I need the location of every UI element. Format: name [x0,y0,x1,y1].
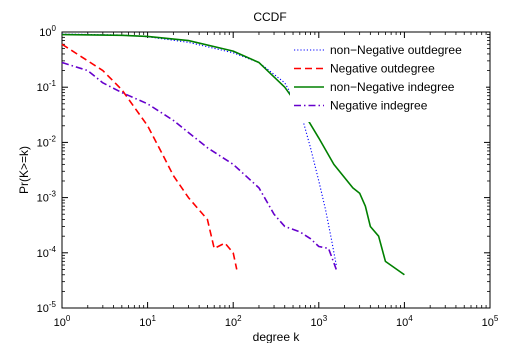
x-axis-tick-labels: 100 101 102 103 104 105 [54,314,499,329]
x-tick-label: 105 [482,314,499,329]
series-line-3 [61,33,405,276]
legend-box [290,40,486,122]
series-line-4 [61,61,338,270]
y-tick-label: 10-1 [37,79,57,94]
series-line-2 [61,43,238,270]
y-tick-label: 100 [39,24,56,39]
y-tick-label: 10-5 [37,300,57,315]
y-axis-ticks [62,31,490,309]
legend-label: Negative outdegree [330,62,435,76]
y-axis-label: Pr(K>=k) [17,146,31,194]
legend-label: non−Negative indegree [330,80,455,94]
y-tick-label: 10-3 [37,190,57,205]
y-tick-label: 10-2 [37,134,57,149]
x-axis-label: degree k [253,330,301,343]
legend-label: non−Negative outdegree [330,43,462,57]
x-tick-label: 100 [54,314,71,329]
chart-title: CCDF [253,10,286,24]
x-tick-label: 104 [396,314,413,329]
y-tick-label: 10-4 [37,245,57,260]
series-lines [61,33,405,276]
x-tick-label: 103 [310,314,327,329]
x-tick-label: 101 [139,314,156,329]
y-axis-tick-labels: 10-5 10-4 10-3 10-2 10-1 100 [37,24,57,315]
legend-label: Negative indegree [330,99,428,113]
x-tick-label: 102 [225,314,242,329]
legend: non−Negative outdegree Negative outdegree… [290,40,486,122]
